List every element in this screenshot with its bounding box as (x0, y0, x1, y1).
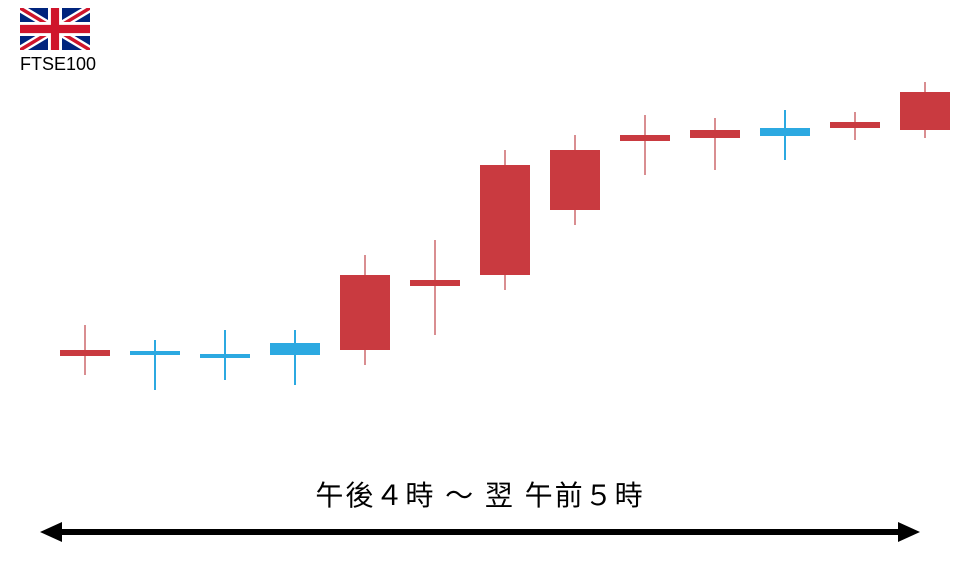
candle-body (830, 122, 880, 128)
candle (830, 80, 880, 440)
candle (340, 80, 390, 440)
candle-body (270, 343, 320, 355)
candle (410, 80, 460, 440)
candle (620, 80, 670, 440)
candle-body (900, 92, 950, 130)
candle (200, 80, 250, 440)
candlestick-chart (40, 80, 920, 440)
flag-label: FTSE100 (20, 54, 96, 75)
candle (760, 80, 810, 440)
candle (130, 80, 180, 440)
timeline: 午後４時 ～ 翌 午前５時 (40, 474, 920, 547)
timeline-text: 午後４時 ～ 翌 午前５時 (40, 474, 920, 514)
candle-body (690, 130, 740, 138)
candle-body (760, 128, 810, 136)
candle-body (200, 354, 250, 358)
double-arrow-icon (40, 522, 920, 542)
candle (270, 80, 320, 440)
candle-body (340, 275, 390, 350)
candle-body (60, 350, 110, 356)
candle-body (480, 165, 530, 275)
candle (480, 80, 530, 440)
candle (690, 80, 740, 440)
candle-wick (294, 330, 296, 385)
candle (900, 80, 950, 440)
candle-wick (714, 118, 716, 170)
uk-flag-icon (20, 8, 90, 50)
flag-block: FTSE100 (20, 8, 96, 75)
candle-body (620, 135, 670, 141)
candle-wick (644, 115, 646, 175)
candle-wick (154, 340, 156, 390)
candle-body (410, 280, 460, 286)
candle-body (130, 351, 180, 355)
candle-body (550, 150, 600, 210)
candle (550, 80, 600, 440)
candle-wick (434, 240, 436, 335)
candle (60, 80, 110, 440)
